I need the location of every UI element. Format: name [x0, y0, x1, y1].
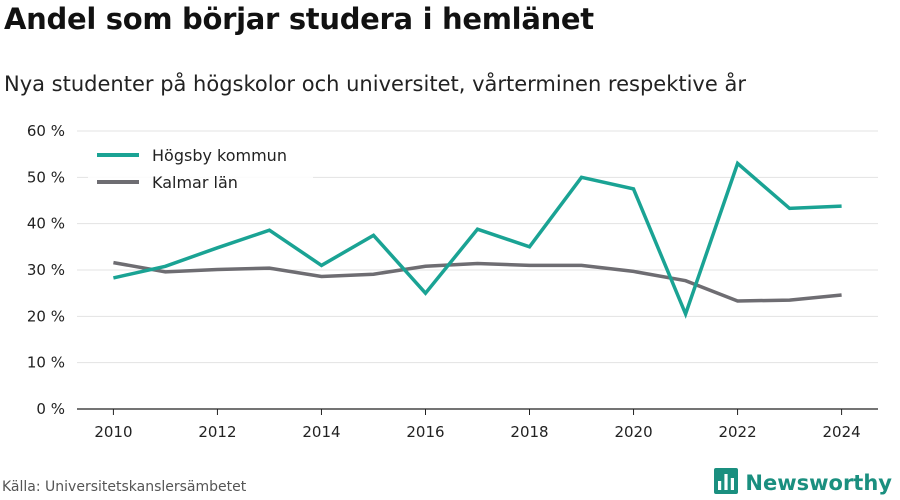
legend-label: Högsby kommun: [152, 146, 287, 165]
x-tick-label: 2022: [718, 423, 756, 441]
line-chart: 0 % 10 % 20 % 30 % 40 % 50 % 60 % 2010 2012 2014 2…: [27, 122, 878, 441]
x-tick-label: 2010: [94, 423, 132, 441]
x-tick-label: 2018: [510, 423, 548, 441]
legend-background: [88, 140, 313, 202]
y-tick-label: 0 %: [36, 400, 65, 418]
x-tick-label: 2012: [198, 423, 236, 441]
legend-label: Kalmar län: [152, 173, 238, 192]
source-note: Källa: Universitetskanslersämbetet: [2, 479, 247, 495]
series-line: [113, 260, 842, 303]
series-line: [113, 160, 842, 319]
x-tick-label: 2014: [302, 423, 340, 441]
x-tick-label: 2020: [614, 423, 652, 441]
brand-logo: Newsworthy: [714, 468, 892, 498]
y-tick-label: 10 %: [27, 354, 65, 372]
bar-chart-logo-icon: [714, 468, 739, 498]
chart-title: Andel som börjar studera i hemlänet: [4, 2, 594, 36]
y-tick-label: 40 %: [27, 215, 65, 233]
brand-name: Newsworthy: [745, 471, 892, 495]
chart-subtitle: Nya studenter på högskolor och universit…: [4, 72, 746, 96]
y-tick-label: 60 %: [27, 122, 65, 140]
x-tick-label: 2024: [822, 423, 860, 441]
y-tick-label: 30 %: [27, 261, 65, 279]
y-tick-label: 20 %: [27, 307, 65, 325]
y-tick-label: 50 %: [27, 168, 65, 186]
x-tick-label: 2016: [406, 423, 444, 441]
